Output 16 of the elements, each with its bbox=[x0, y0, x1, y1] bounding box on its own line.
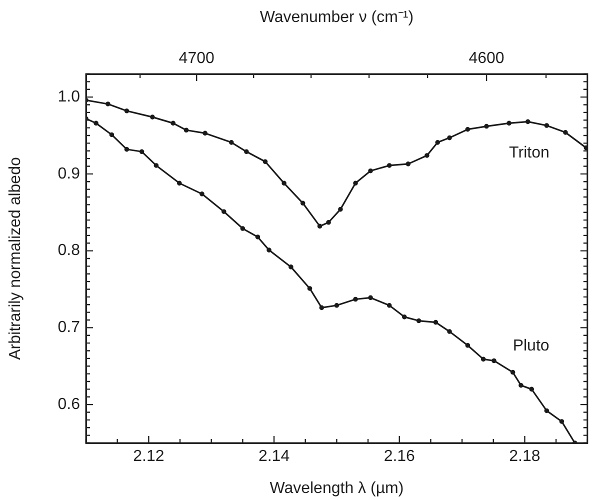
x-tick-label: 2.16 bbox=[384, 448, 416, 466]
y-tick-label: 0.6 bbox=[58, 396, 80, 413]
y-tick-label: 0.7 bbox=[58, 319, 80, 336]
x2-tick-label: 4700 bbox=[178, 50, 214, 67]
x2-tick-label: 4600 bbox=[468, 50, 504, 67]
y-tick-label: 1.0 bbox=[58, 88, 80, 106]
x2-axis-title: Wavenumber ν (cm⁻¹) bbox=[260, 9, 414, 26]
x-tick-label: 2.14 bbox=[258, 448, 290, 466]
y-axis-title: Arbitrarily normalized albedo bbox=[7, 157, 24, 360]
y-tick-label: 0.8 bbox=[58, 242, 80, 260]
x-axis-title: Wavelength λ (µm) bbox=[270, 480, 404, 497]
legend-label: Triton bbox=[509, 144, 550, 162]
y-tick-label: 0.9 bbox=[58, 165, 80, 182]
legend-label: Pluto bbox=[512, 338, 550, 355]
x-tick-label: 2.18 bbox=[509, 448, 540, 466]
x-tick-label: 2.12 bbox=[133, 448, 164, 466]
